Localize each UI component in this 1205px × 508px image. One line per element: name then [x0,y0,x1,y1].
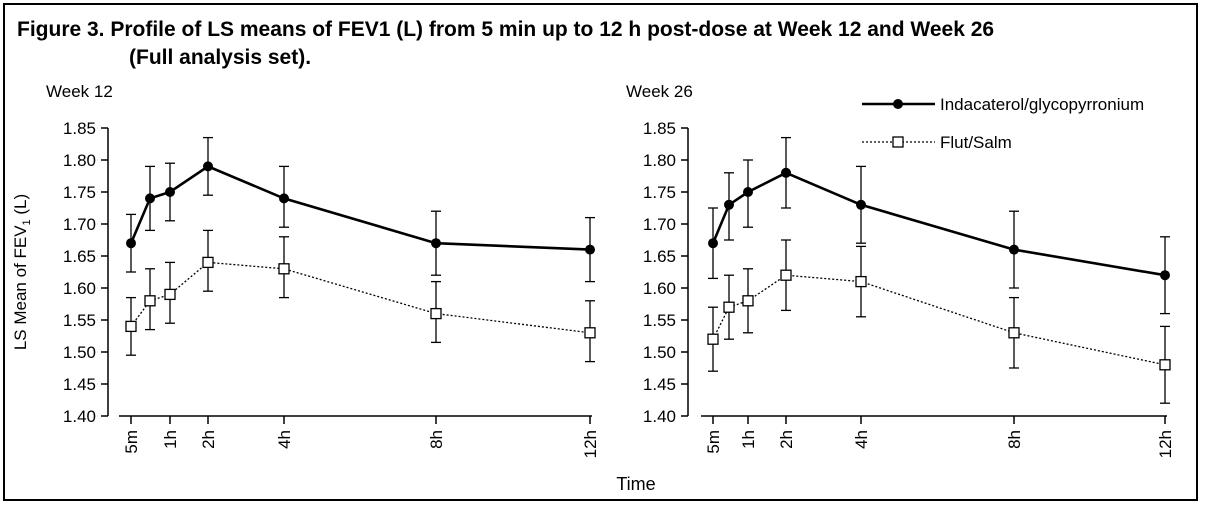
chart-panel-1: Week 12 1.40 1.45 1.50 1.55 1.60 1.65 1.70 1.75 1… [46,82,600,458]
y-tick-label: 1.85 [643,119,676,138]
y-tick-label: 1.45 [643,375,676,394]
y-tick-label: 1.60 [63,279,96,298]
y-tick-label: 1.75 [63,183,96,202]
data-point-indacaterol-glycopyrronium [145,193,155,204]
x-tick-label: 1h [161,430,180,449]
y-tick-label: 1.40 [63,407,96,426]
data-point-indacaterol-glycopyrronium [1009,244,1019,255]
y-tick-label: 1.65 [643,247,676,266]
data-point-indacaterol-glycopyrronium [1160,270,1170,281]
data-point-flut-salm [125,320,137,333]
figure-title: Figure 3. Profile of LS means of FEV1 (L… [17,18,995,41]
data-point-indacaterol-glycopyrronium [165,187,175,197]
figure-title-continued: (Full analysis set). [129,46,312,69]
x-tick-label: 2h [777,430,796,449]
data-point-indacaterol-glycopyrronium [743,187,753,197]
data-point-indacaterol-glycopyrronium [724,199,734,210]
y-tick-label: 1.60 [643,279,676,298]
legend-marker-open-square [892,136,904,148]
x-tick-label: 5m [122,430,141,454]
data-point-indacaterol-glycopyrronium [431,238,441,249]
y-tick-label: 1.45 [63,375,96,394]
data-point-flut-salm [278,263,290,275]
y-tick-label: 1.50 [643,343,676,362]
series-line-flut-salm [712,274,1166,366]
data-point-indacaterol-glycopyrronium [203,161,213,172]
series-line-flut-salm [130,261,591,334]
x-tick-label: 4h [852,430,871,449]
x-tick-label: 12h [1156,430,1175,458]
x-tick-label: 12h [581,430,600,458]
series-line-indacaterol-glycopyrronium [711,171,1166,277]
y-axis-label: LS Mean of FEV1 (L) [11,194,33,350]
y-tick-label: 1.80 [643,151,676,170]
data-point-indacaterol-glycopyrronium [781,167,791,178]
x-tick-label: 5m [704,430,723,454]
data-point-flut-salm [144,295,156,307]
y-tick-label: 1.85 [63,119,96,138]
y-tick-label: 1.40 [643,407,676,426]
data-point-indacaterol-glycopyrronium [856,199,866,210]
figure-frame: Figure 3. Profile of LS means of FEV1 (L… [3,3,1198,501]
legend-marker-filled-circle [893,99,903,109]
x-axis-label: Time [616,474,655,494]
data-point-flut-salm [855,275,867,288]
panel-title: Week 26 [626,82,693,101]
y-tick-label: 1.55 [643,311,676,330]
y-tick-label: 1.80 [63,151,96,170]
data-point-flut-salm [1008,327,1020,339]
chart-panels: Week 12 1.40 1.45 1.50 1.55 1.60 1.65 1.70 1.75 1… [46,82,1175,458]
data-point-flut-salm [780,269,792,281]
data-point-indacaterol-glycopyrronium [279,193,289,204]
y-tick-label: 1.70 [643,215,676,234]
chart-panel-2: Week 26 1.40 1.45 1.50 1.55 1.60 1.65 1.70 1.75 1… [626,82,1175,458]
data-point-flut-salm [1159,359,1171,371]
legend-label: Indacaterol/glycopyrronium [940,95,1144,114]
x-tick-label: 1h [739,430,758,449]
data-point-flut-salm [584,327,596,339]
y-tick-label: 1.65 [63,247,96,266]
data-point-indacaterol-glycopyrronium [126,238,136,249]
x-tick-label: 8h [427,430,446,449]
legend-label: Flut/Salm [940,133,1012,152]
x-tick-label: 2h [199,430,218,449]
x-tick-label: 8h [1005,430,1024,449]
data-point-flut-salm [723,301,735,313]
y-tick-label: 1.50 [63,343,96,362]
y-tick-label: 1.55 [63,311,96,330]
data-point-flut-salm [164,288,176,301]
y-tick-label: 1.75 [643,183,676,202]
y-tick-label: 1.70 [63,215,96,234]
panel-title: Week 12 [46,82,113,101]
data-point-flut-salm [707,333,719,345]
series-line-indacaterol-glycopyrronium [129,164,591,251]
legend: Indacaterol/glycopyrronium Flut/Salm [862,95,1144,152]
data-point-indacaterol-glycopyrronium [708,238,718,249]
data-point-flut-salm [202,256,214,269]
data-point-flut-salm [742,295,754,307]
data-point-flut-salm [430,307,442,320]
data-point-indacaterol-glycopyrronium [585,244,595,255]
x-tick-label: 4h [275,430,294,449]
